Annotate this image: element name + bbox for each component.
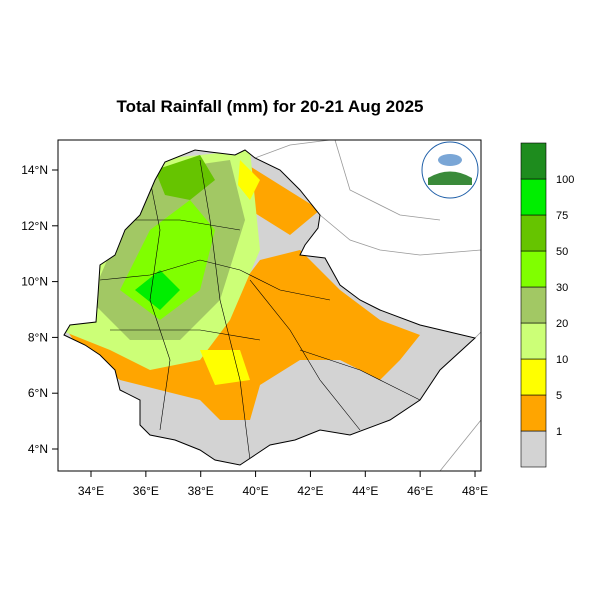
- legend-label: 20: [556, 318, 568, 330]
- x-tick-label: 42°E: [297, 484, 323, 498]
- x-tick-label: 44°E: [352, 484, 378, 498]
- neighbour-borders: [254, 139, 482, 472]
- x-tick-label: 46°E: [407, 484, 433, 498]
- legend-label: 10: [556, 354, 568, 366]
- x-tick-label: 48°E: [462, 484, 488, 498]
- legend-swatch: [520, 214, 547, 252]
- logo: [421, 141, 479, 199]
- x-tick-label: 36°E: [133, 484, 159, 498]
- admin-boundaries: [99, 159, 421, 461]
- y-tick-label: 6°N: [28, 386, 48, 400]
- legend-swatch: [520, 142, 547, 180]
- legend-swatch: [520, 250, 547, 288]
- legend-swatch: [520, 358, 547, 396]
- y-tick-label: 8°N: [28, 330, 48, 344]
- y-tick-label: 14°N: [21, 163, 48, 177]
- y-tick-label: 12°N: [21, 219, 48, 233]
- legend-label: 50: [556, 246, 568, 258]
- x-tick-label: 38°E: [188, 484, 214, 498]
- rainfall-field: [64, 150, 475, 465]
- y-tick-label: 4°N: [28, 442, 48, 456]
- legend-swatch: [520, 322, 547, 360]
- y-tick-label: 10°N: [21, 275, 48, 289]
- plot-frame: [57, 139, 482, 472]
- legend-swatch: [520, 286, 547, 324]
- legend-swatch: [520, 394, 547, 432]
- legend-label: 100: [556, 174, 574, 186]
- legend-label: 30: [556, 282, 568, 294]
- legend-label: 5: [556, 390, 562, 402]
- map-title: Total Rainfall (mm) for 20-21 Aug 2025: [116, 97, 423, 116]
- x-tick-label: 40°E: [243, 484, 269, 498]
- legend-label: 75: [556, 210, 568, 222]
- legend-label: 1: [556, 426, 562, 438]
- legend-swatch: [520, 430, 547, 468]
- x-tick-label: 34°E: [78, 484, 104, 498]
- legend-swatch: [520, 178, 547, 216]
